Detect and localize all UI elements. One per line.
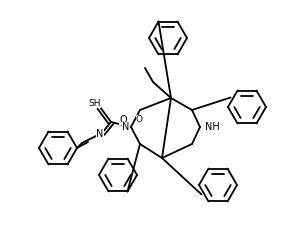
Text: SH: SH xyxy=(89,98,101,107)
Text: N: N xyxy=(122,122,130,132)
Text: NH: NH xyxy=(205,122,219,132)
Text: N: N xyxy=(96,129,104,139)
Text: O: O xyxy=(119,115,127,125)
Text: O: O xyxy=(136,114,143,123)
